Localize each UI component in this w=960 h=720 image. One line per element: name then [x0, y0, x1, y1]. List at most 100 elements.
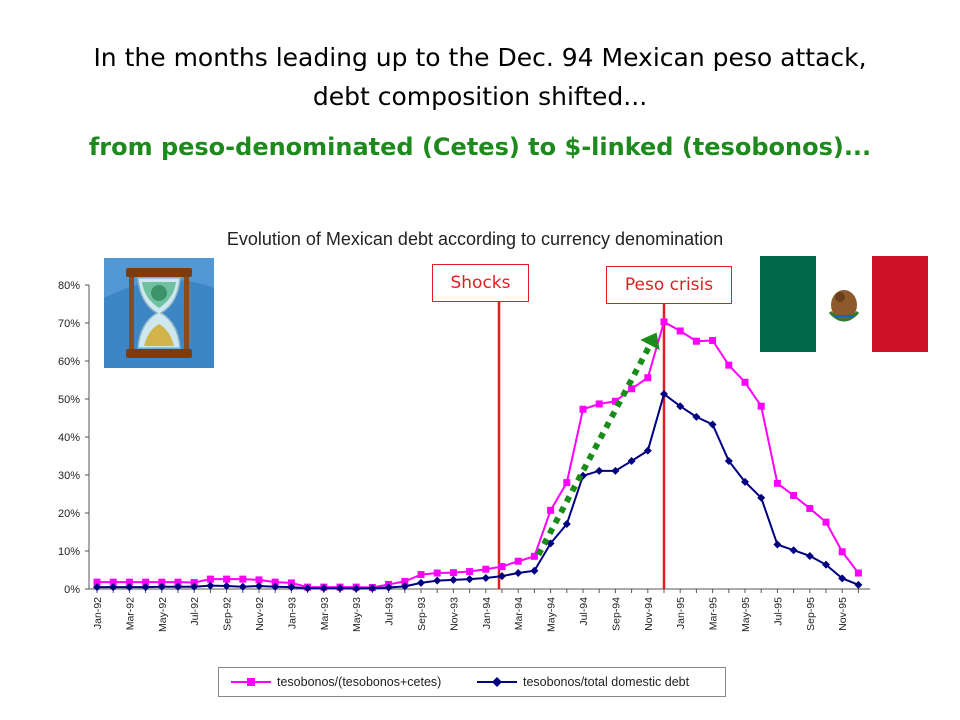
data-point-diamond	[400, 582, 409, 591]
hourglass-icon	[104, 258, 214, 368]
data-point-diamond	[174, 582, 182, 591]
legend-label-series1: tesobonos/(tesobonos+cetes)	[277, 675, 442, 689]
data-point-square	[757, 402, 765, 410]
data-point-square	[741, 378, 749, 386]
x-tick-label: Jan-92	[92, 597, 104, 629]
y-tick-label: 0%	[64, 584, 80, 596]
x-tick-label: Mar-92	[124, 597, 136, 630]
data-point-square	[449, 569, 457, 577]
x-tick-label: Mar-94	[513, 597, 525, 630]
y-tick-label: 20%	[58, 508, 80, 520]
mexico-flag-icon	[760, 256, 928, 352]
data-point-square	[142, 578, 150, 586]
data-point-diamond	[854, 580, 863, 589]
data-point-diamond	[417, 578, 425, 587]
data-point-square	[255, 576, 263, 584]
data-point-square	[547, 506, 555, 514]
data-point-square	[579, 405, 587, 413]
data-point-diamond	[562, 520, 571, 529]
data-point-diamond	[611, 466, 620, 475]
data-point-diamond	[190, 582, 199, 591]
y-tick-label: 10%	[58, 546, 80, 558]
data-point-diamond	[352, 584, 361, 593]
data-point-diamond	[109, 583, 118, 592]
data-point-diamond	[692, 412, 701, 421]
data-point-diamond	[255, 581, 263, 590]
x-tick-label: Jul-94	[578, 597, 590, 626]
data-point-square	[482, 565, 490, 573]
data-point-square	[838, 548, 846, 556]
y-tick-label: 60%	[58, 356, 80, 368]
data-point-square	[806, 504, 814, 512]
chart-axes: 0% 10% 20% 30% 40% 50% 60% 70% 80% Jan-92 Mar-92 Ma…	[58, 280, 870, 632]
data-point-square	[287, 579, 295, 587]
chart-series	[93, 318, 863, 593]
data-point-square	[644, 374, 652, 382]
data-point-diamond	[93, 583, 101, 592]
legend-marker-diamond	[477, 677, 517, 687]
data-point-square	[271, 578, 279, 586]
y-tick-label: 40%	[58, 432, 80, 444]
data-point-square	[725, 361, 733, 369]
data-point-diamond	[238, 582, 247, 591]
data-point-square	[190, 579, 198, 587]
data-point-square	[854, 569, 862, 577]
data-point-square	[466, 568, 474, 576]
data-point-diamond	[465, 575, 474, 584]
x-tick-label: Sep-95	[805, 597, 817, 631]
chart-legend: tesobonos/(tesobonos+cetes) tesobonos/to…	[218, 667, 726, 697]
data-point-square	[773, 479, 781, 487]
x-tick-label: May-93	[351, 597, 363, 632]
data-point-diamond	[805, 551, 814, 560]
data-point-square	[530, 552, 538, 560]
data-point-diamond	[676, 402, 685, 411]
slide-title-line2: debt composition shifted...	[312, 82, 648, 111]
data-point-square	[822, 518, 830, 526]
y-tick-label: 50%	[58, 394, 80, 406]
data-point-diamond	[530, 566, 539, 575]
data-point-diamond	[595, 466, 604, 475]
data-point-diamond	[757, 493, 766, 502]
data-point-square	[417, 571, 425, 579]
data-point-diamond	[724, 456, 733, 465]
data-point-square	[433, 569, 441, 577]
data-point-square	[223, 575, 231, 583]
x-tick-label: May-92	[157, 597, 169, 632]
data-point-diamond	[822, 560, 830, 569]
data-point-square	[125, 578, 133, 586]
data-point-square	[498, 563, 506, 571]
data-point-square	[676, 327, 684, 335]
x-tick-label: Sep-92	[222, 597, 234, 631]
data-point-square	[790, 492, 798, 500]
chart-title: Evolution of Mexican debt according to c…	[226, 229, 724, 249]
x-tick-label: Sep-94	[610, 597, 622, 631]
data-point-diamond	[125, 583, 134, 592]
data-point-diamond	[287, 583, 296, 592]
data-point-diamond	[449, 575, 458, 584]
legend-marker-square	[231, 678, 271, 686]
y-tick-label: 80%	[58, 280, 80, 292]
data-point-diamond	[157, 582, 166, 591]
x-tick-label: Jul-92	[189, 597, 201, 626]
data-point-square	[239, 575, 247, 583]
y-tick-label: 30%	[58, 470, 80, 482]
data-point-square	[206, 575, 214, 583]
x-tick-label: Jul-93	[384, 597, 396, 626]
x-tick-label: Mar-95	[708, 597, 720, 630]
data-point-diamond	[514, 569, 523, 578]
data-point-square	[611, 397, 619, 405]
data-point-diamond	[643, 446, 652, 455]
data-point-diamond	[481, 573, 490, 582]
data-point-diamond	[384, 583, 393, 592]
x-tick-label: Nov-92	[254, 597, 266, 631]
trend-arrow	[535, 332, 660, 557]
x-tick-label: Nov-94	[643, 597, 655, 631]
shocks-label: Shocks	[432, 264, 529, 302]
x-tick-label: May-94	[546, 597, 558, 632]
data-point-square	[628, 385, 636, 393]
data-point-diamond	[773, 540, 782, 549]
trend-arrow-shaft	[535, 343, 653, 557]
slide-title: In the months leading up to the Dec. 94 …	[40, 38, 920, 116]
data-point-square	[93, 578, 101, 586]
legend-label-series2: tesobonos/total domestic debt	[523, 675, 690, 689]
